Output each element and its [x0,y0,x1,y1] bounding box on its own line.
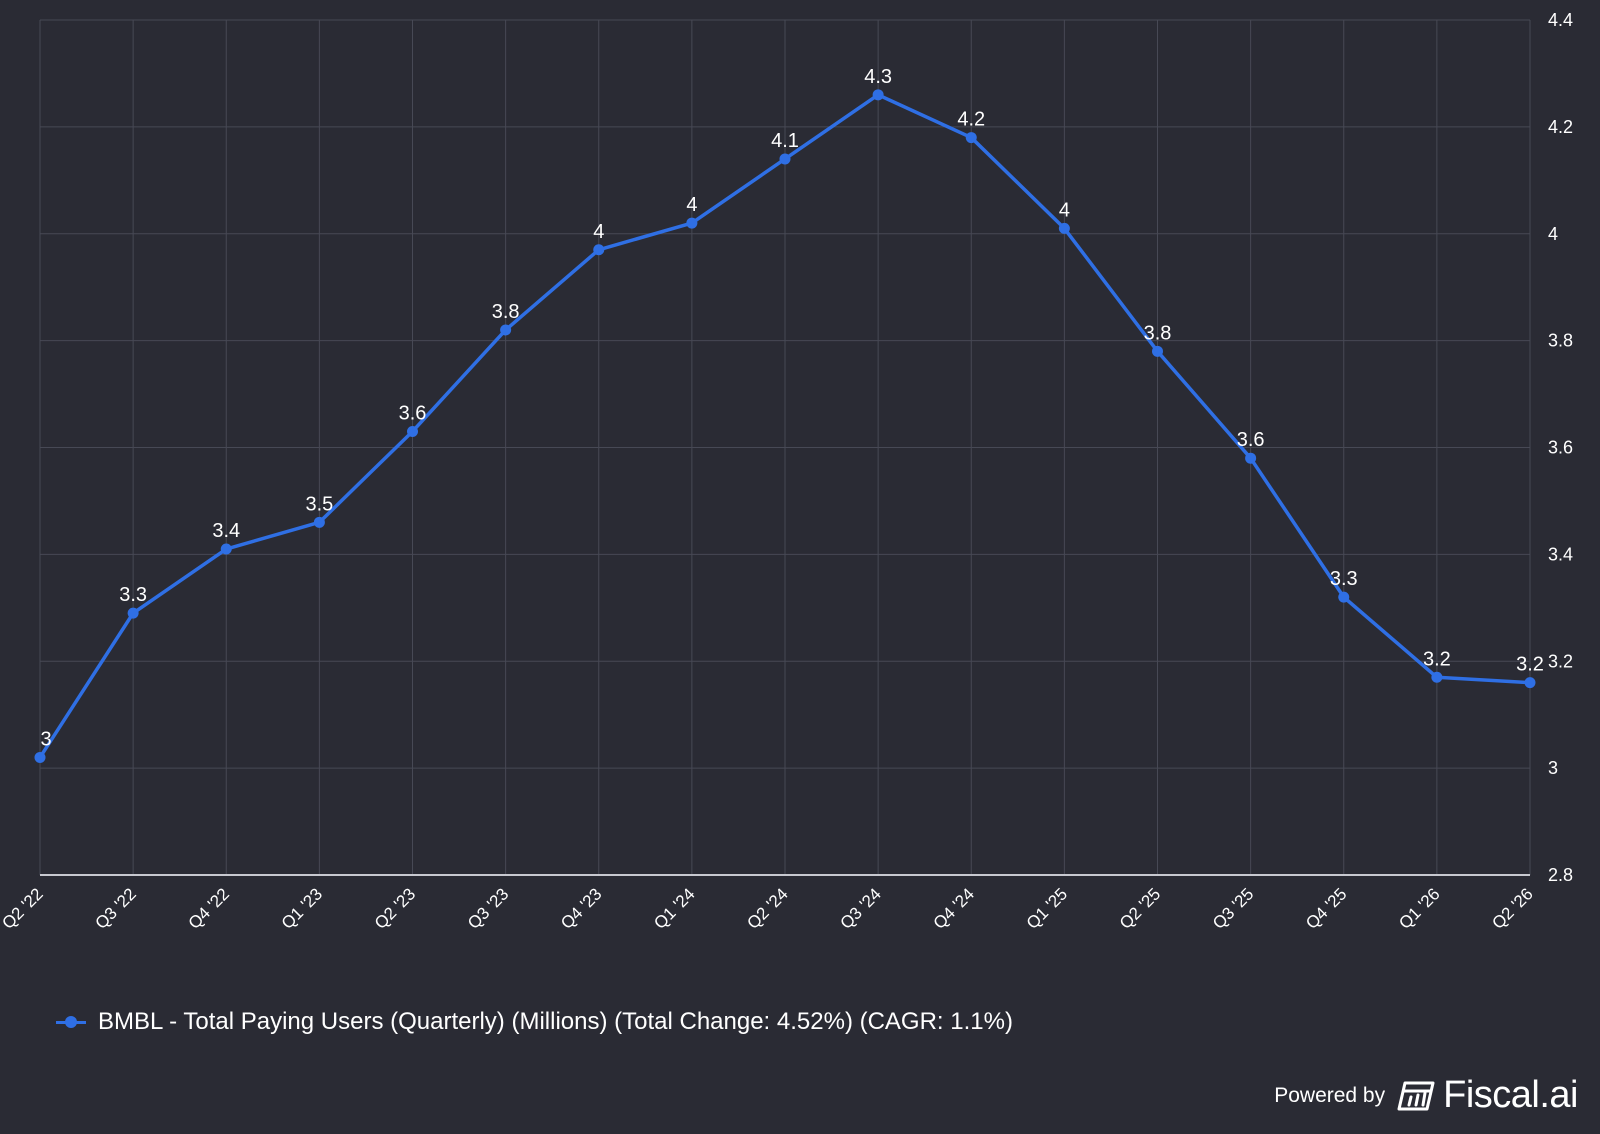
y-tick-label: 4.4 [1548,10,1573,30]
data-point [1058,222,1070,234]
data-point [313,516,325,528]
x-tick-label: Q1 '25 [1023,884,1071,932]
y-tick-label: 3.2 [1548,651,1573,671]
y-tick-label: 3.6 [1548,438,1573,458]
data-point [1338,591,1350,603]
powered-by-branding[interactable]: Powered by Fiscal.ai [1274,1074,1578,1117]
grid-lines [39,19,1531,876]
y-tick-label: 3 [1548,758,1558,778]
data-point [779,153,791,165]
legend-swatch [56,1015,86,1029]
y-axis-tick-labels: 2.8 3 3.2 3.4 3.6 3.8 4 4.2 4.4 [1548,10,1573,885]
data-label: 4 [593,221,604,243]
data-point [500,324,512,336]
x-tick-label: Q4 '24 [930,884,978,932]
x-tick-label: Q1 '23 [278,884,326,932]
data-label: 3.2 [1423,648,1451,670]
data-label: 3.8 [492,301,520,323]
brand-name: Fiscal.ai [1443,1074,1578,1116]
x-tick-label: Q4 '22 [185,884,233,932]
data-label: 4.2 [957,109,985,131]
x-tick-label: Q2 '24 [743,884,791,932]
data-point [1152,345,1163,357]
x-tick-label: Q2 '22 [0,884,47,932]
x-tick-label: Q1 '24 [650,884,698,932]
x-tick-label: Q2 '26 [1488,884,1536,932]
data-point [593,244,605,256]
y-tick-label: 4.2 [1548,117,1573,137]
x-tick-label: Q1 '26 [1395,884,1443,932]
x-tick-label: Q3 '24 [836,884,884,932]
data-point [127,607,139,619]
data-label: 3.3 [119,584,147,606]
data-point [1431,671,1443,683]
data-label: 3.3 [1330,568,1358,590]
series-layer [34,89,1536,763]
data-point [872,89,884,101]
data-point [686,217,698,229]
data-point [1245,452,1257,464]
x-tick-label: Q2 '23 [371,884,419,932]
legend-dot-marker [65,1016,77,1028]
data-label: 4.3 [864,66,892,88]
legend-label: BMBL - Total Paying Users (Quarterly) (M… [98,1008,1013,1035]
data-point [34,751,46,763]
data-label: 4.1 [771,130,799,152]
x-tick-label: Q4 '25 [1302,884,1350,932]
y-tick-label: 4 [1548,224,1558,244]
x-tick-label: Q3 '25 [1209,884,1257,932]
data-label: 4 [686,194,697,216]
x-tick-label: Q3 '22 [91,884,139,932]
data-label: 3.8 [1144,322,1172,344]
data-label: 3.2 [1516,654,1544,676]
data-point [220,543,232,555]
data-label: 3.6 [1237,429,1265,451]
data-point [965,132,977,144]
data-labels: 3 3.3 3.4 3.5 3.6 3.8 4 4 4.1 4.3 4.2 4 3.8 3.6 3.3 3.2… [40,66,1543,751]
x-axis-tick-labels: Q2 '22 Q3 '22 Q4 '22 Q1 '23 Q2 '23 Q3 '23 Q4 '… [0,884,1537,932]
x-tick-label: Q4 '23 [557,884,605,932]
data-label: 3.4 [212,520,240,542]
x-tick-label: Q3 '23 [464,884,512,932]
data-label: 4 [1059,199,1070,221]
data-point [1524,677,1536,689]
fiscal-ai-logo-icon [1397,1081,1435,1110]
line-chart: 2.8 3 3.2 3.4 3.6 3.8 4 4.2 4.4 Q2 '22 Q3 '22 Q4 '… [0,10,1573,933]
powered-by-text: Powered by [1274,1083,1386,1107]
legend[interactable]: BMBL - Total Paying Users (Quarterly) (M… [56,1008,1013,1036]
brand-logo: Fiscal.ai [1397,1074,1578,1117]
y-tick-label: 2.8 [1548,865,1573,885]
x-tick-label: Q2 '25 [1116,884,1164,932]
data-label: 3 [40,728,51,750]
y-tick-label: 3.8 [1548,331,1573,351]
data-label: 3.5 [305,493,333,515]
data-point [407,425,418,437]
y-tick-label: 3.4 [1548,544,1573,564]
data-label: 3.6 [399,402,427,424]
